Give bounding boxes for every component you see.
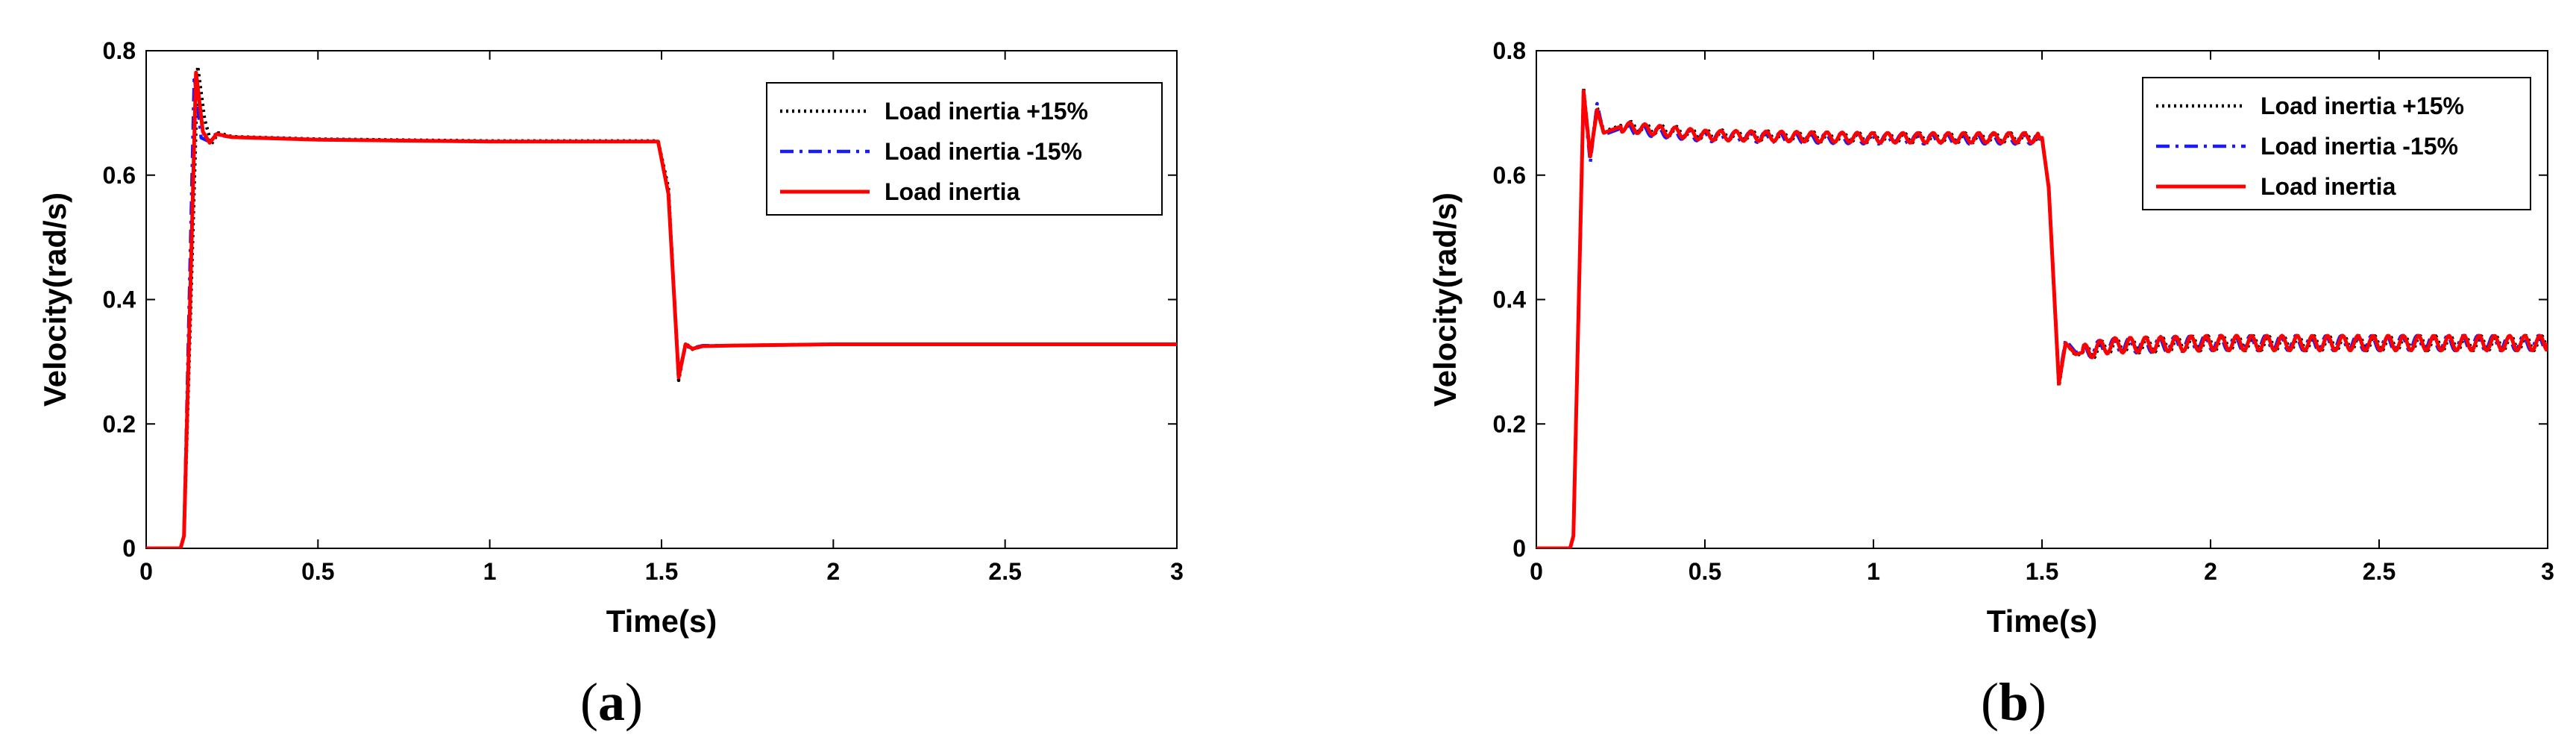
legend-entry: Load inertia — [885, 178, 1020, 205]
y-tick-label: 0.4 — [103, 286, 136, 313]
legend-entry: Load inertia +15% — [2261, 93, 2464, 119]
x-axis-label: Time(s) — [1987, 604, 2098, 639]
x-tick-label: 3 — [2541, 558, 2554, 585]
y-tick-label: 0.2 — [1493, 410, 1526, 437]
x-tick-label: 0.5 — [301, 558, 334, 585]
panel-caption: (b) — [1981, 672, 2046, 732]
x-tick-label: 0.5 — [1688, 558, 1721, 585]
y-tick-label: 0 — [122, 535, 136, 562]
series-line-3 — [146, 70, 1177, 548]
y-tick-label: 0.4 — [1493, 286, 1527, 313]
y-tick-label: 0.8 — [103, 37, 136, 64]
series-line-3 — [1536, 89, 2548, 548]
legend: Load inertia +15% Load inertia -15% Load i… — [2142, 77, 2531, 210]
y-tick-label: 0 — [1512, 535, 1526, 562]
x-tick-label: 1.5 — [2026, 558, 2058, 585]
x-tick-label: 1.5 — [645, 558, 678, 585]
x-tick-label: 1 — [1867, 558, 1880, 585]
legend-entry: Load inertia -15% — [2261, 133, 2458, 160]
x-tick-label: 3 — [1170, 558, 1184, 585]
legend-entry: Load inertia -15% — [885, 138, 1082, 165]
y-axis-label: Velocity(rad/s) — [1427, 192, 1463, 407]
x-tick-label: 1 — [483, 558, 497, 585]
y-axis-label: Velocity(rad/s) — [37, 192, 72, 407]
series-group — [146, 64, 1177, 548]
legend-entry: Load inertia — [2261, 173, 2396, 200]
y-tick-label: 0.6 — [103, 162, 136, 189]
y-tick-label: 0.6 — [1493, 162, 1526, 189]
chart-panel-b: 0 0.5 1 1.5 2 2.5 3 0 0.2 0.4 0.6 0.8 Time(s) Velocit… — [1427, 37, 2554, 732]
y-tick-label: 0.2 — [103, 410, 136, 437]
x-axis-label: Time(s) — [606, 604, 717, 639]
legend-box — [766, 82, 1163, 216]
x-tick-label: 2.5 — [2363, 558, 2396, 585]
legend: Load inertia +15% Load inertia -15% Load i… — [766, 82, 1163, 216]
x-tick-label: 0 — [139, 558, 153, 585]
x-tick-label: 0 — [1530, 558, 1543, 585]
y-tick-label: 0.8 — [1493, 37, 1526, 64]
legend-entry: Load inertia +15% — [885, 98, 1088, 125]
x-tick-label: 2 — [826, 558, 840, 585]
x-tick-label: 2.5 — [988, 558, 1021, 585]
chart-panel-a: 0 0.5 1 1.5 2 2.5 3 0 0.2 0.4 0.6 0.8 Time(s) Velocit… — [37, 37, 1184, 732]
series-group — [1536, 86, 2548, 548]
x-tick-label: 2 — [2204, 558, 2217, 585]
panel-caption: (a) — [580, 672, 643, 732]
